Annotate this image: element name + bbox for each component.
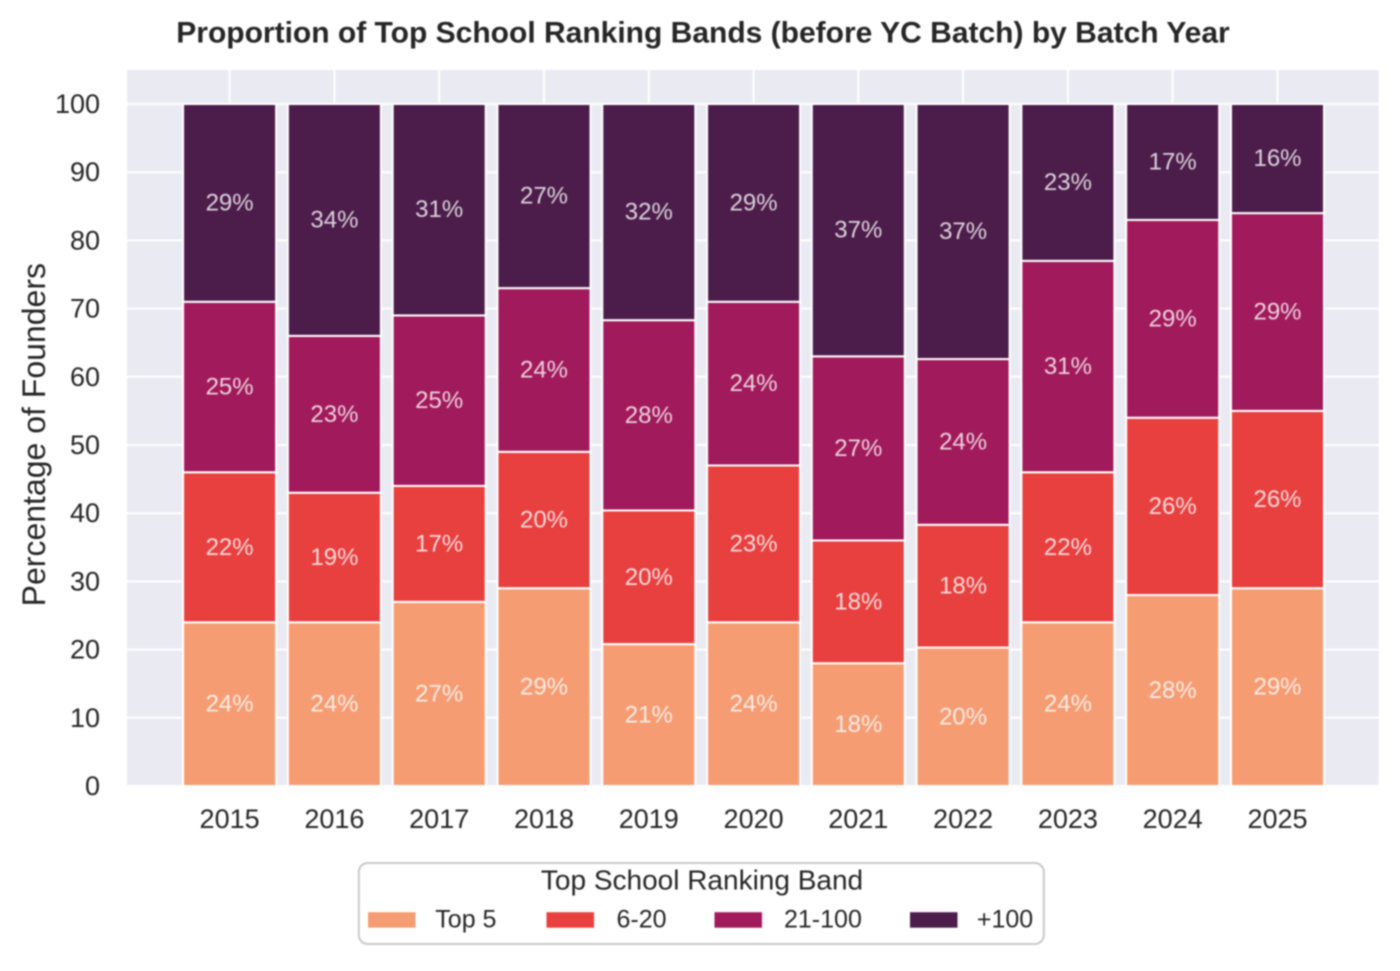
- svg-text:30: 30: [70, 566, 100, 596]
- svg-text:28%: 28%: [625, 402, 673, 429]
- svg-text:21-100: 21-100: [784, 906, 862, 934]
- svg-text:50: 50: [70, 430, 100, 460]
- svg-text:18%: 18%: [834, 588, 882, 615]
- svg-text:27%: 27%: [520, 183, 568, 210]
- svg-text:6-20: 6-20: [617, 906, 667, 934]
- svg-text:31%: 31%: [1044, 353, 1092, 380]
- svg-text:2016: 2016: [304, 804, 364, 834]
- svg-text:+100: +100: [977, 906, 1033, 934]
- svg-text:23%: 23%: [310, 401, 358, 428]
- svg-text:25%: 25%: [415, 387, 463, 414]
- svg-text:2022: 2022: [933, 804, 993, 834]
- svg-text:18%: 18%: [834, 711, 882, 738]
- svg-text:21%: 21%: [625, 702, 673, 729]
- svg-text:40: 40: [70, 498, 100, 528]
- svg-text:20%: 20%: [939, 703, 987, 730]
- svg-text:29%: 29%: [206, 189, 254, 216]
- svg-text:29%: 29%: [730, 189, 778, 216]
- svg-text:37%: 37%: [834, 217, 882, 244]
- svg-text:37%: 37%: [939, 218, 987, 245]
- svg-text:29%: 29%: [1253, 674, 1301, 701]
- svg-text:2019: 2019: [619, 804, 679, 834]
- svg-text:2025: 2025: [1247, 804, 1307, 834]
- svg-text:24%: 24%: [1044, 691, 1092, 718]
- svg-text:29%: 29%: [520, 674, 568, 701]
- svg-text:29%: 29%: [1253, 299, 1301, 326]
- svg-text:22%: 22%: [206, 534, 254, 561]
- svg-text:24%: 24%: [730, 370, 778, 397]
- svg-text:60: 60: [70, 362, 100, 392]
- svg-text:26%: 26%: [1253, 486, 1301, 513]
- svg-text:18%: 18%: [939, 573, 987, 600]
- svg-text:16%: 16%: [1253, 145, 1301, 172]
- svg-text:22%: 22%: [1044, 534, 1092, 561]
- svg-text:25%: 25%: [206, 374, 254, 401]
- svg-text:Top School Ranking Band: Top School Ranking Band: [541, 865, 863, 896]
- svg-text:23%: 23%: [730, 530, 778, 557]
- svg-text:Percentage of Founders: Percentage of Founders: [16, 263, 52, 606]
- svg-text:17%: 17%: [415, 530, 463, 557]
- svg-text:2023: 2023: [1038, 804, 1098, 834]
- svg-text:2015: 2015: [200, 804, 260, 834]
- svg-text:17%: 17%: [1149, 149, 1197, 176]
- svg-text:2024: 2024: [1143, 804, 1203, 834]
- svg-text:24%: 24%: [939, 428, 987, 455]
- svg-text:80: 80: [70, 225, 100, 255]
- svg-text:24%: 24%: [310, 691, 358, 718]
- svg-text:27%: 27%: [415, 680, 463, 707]
- svg-text:26%: 26%: [1149, 493, 1197, 520]
- svg-text:10: 10: [70, 703, 100, 733]
- svg-text:24%: 24%: [206, 691, 254, 718]
- svg-text:34%: 34%: [310, 206, 358, 233]
- svg-text:Proportion of Top School Ranki: Proportion of Top School Ranking Bands (…: [176, 17, 1230, 50]
- svg-text:2018: 2018: [514, 804, 574, 834]
- svg-text:23%: 23%: [1044, 169, 1092, 196]
- svg-text:2017: 2017: [409, 804, 469, 834]
- svg-text:19%: 19%: [310, 544, 358, 571]
- svg-text:2021: 2021: [828, 804, 888, 834]
- svg-text:20: 20: [70, 635, 100, 665]
- svg-text:100: 100: [55, 89, 100, 119]
- svg-text:24%: 24%: [520, 357, 568, 384]
- svg-text:24%: 24%: [730, 691, 778, 718]
- svg-text:2020: 2020: [724, 804, 784, 834]
- svg-text:32%: 32%: [625, 199, 673, 226]
- svg-text:70: 70: [70, 294, 100, 324]
- svg-text:27%: 27%: [834, 435, 882, 462]
- svg-text:20%: 20%: [520, 507, 568, 534]
- svg-text:31%: 31%: [415, 196, 463, 223]
- svg-text:28%: 28%: [1149, 677, 1197, 704]
- svg-text:0: 0: [85, 771, 100, 801]
- svg-text:20%: 20%: [625, 564, 673, 591]
- svg-text:90: 90: [70, 157, 100, 187]
- svg-text:29%: 29%: [1149, 305, 1197, 332]
- svg-text:Top 5: Top 5: [435, 906, 496, 934]
